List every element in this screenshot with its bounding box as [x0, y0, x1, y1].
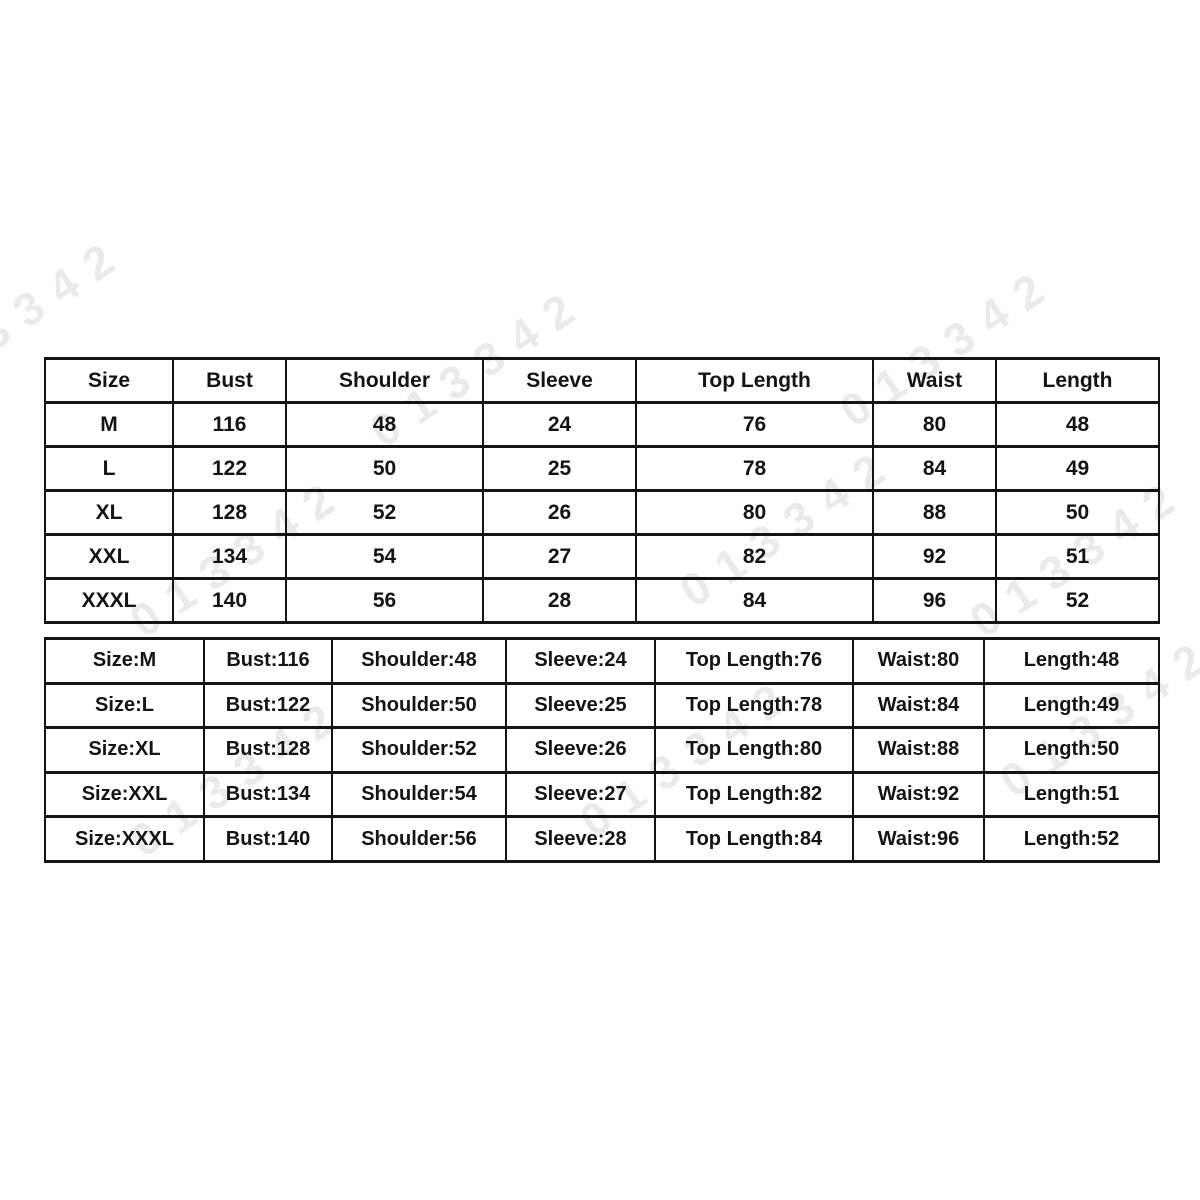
table-cell: 140 [172, 577, 287, 624]
table-cell: Shoulder:54 [331, 770, 507, 819]
table-cell: 134 [172, 533, 287, 580]
table-cell: 128 [172, 489, 287, 536]
table-cell: Shoulder:50 [331, 681, 507, 730]
table-cell: 82 [635, 533, 874, 580]
table-cell: Bust:122 [203, 681, 333, 730]
table-row: XXXL 140 56 28 84 96 52 [44, 577, 1160, 624]
table-cell: Bust:128 [203, 726, 333, 774]
table-cell: Shoulder:48 [331, 637, 507, 685]
table-cell: Sleeve:25 [505, 681, 656, 730]
table-cell: Length:50 [983, 726, 1160, 774]
column-header: Bust [172, 357, 287, 404]
table-cell: Bust:116 [203, 637, 333, 685]
table-cell: 50 [995, 489, 1160, 536]
size-table-header-row: Size Bust Shoulder Sleeve Top Length Waist Len… [44, 357, 1160, 404]
table-cell: Bust:134 [203, 770, 333, 819]
table-cell: Bust:140 [203, 815, 333, 863]
table-cell: 48 [995, 401, 1160, 448]
table-cell: Waist:92 [852, 770, 985, 819]
table-cell: Length:52 [983, 815, 1160, 863]
table-cell: XL [44, 489, 174, 536]
table-cell: Size:M [44, 637, 205, 685]
table-row: Size:L Bust:122 Shoulder:50 Sleeve:25 Top Le… [44, 681, 1160, 730]
table-row: XL 128 52 26 80 88 50 [44, 489, 1160, 536]
table-cell: Sleeve:24 [505, 637, 656, 685]
table-cell: 80 [635, 489, 874, 536]
table-cell: M [44, 401, 174, 448]
column-header: Shoulder [285, 357, 484, 404]
table-cell: 122 [172, 445, 287, 492]
table-cell: Size:L [44, 681, 205, 730]
table-cell: Waist:88 [852, 726, 985, 774]
table-cell: Top Length:82 [654, 770, 854, 819]
table-cell: L [44, 445, 174, 492]
table-cell: Waist:84 [852, 681, 985, 730]
table-row: XXL 134 54 27 82 92 51 [44, 533, 1160, 580]
table-cell: Top Length:80 [654, 726, 854, 774]
table-cell: 96 [872, 577, 997, 624]
table-cell: Sleeve:26 [505, 726, 656, 774]
table-cell: 84 [635, 577, 874, 624]
table-cell: 76 [635, 401, 874, 448]
table-cell: Waist:80 [852, 637, 985, 685]
size-table-labels: Size:M Bust:116 Shoulder:48 Sleeve:24 Top Le… [44, 637, 1160, 863]
table-row: M 116 48 24 76 80 48 [44, 401, 1160, 448]
table-cell: 24 [482, 401, 637, 448]
table-cell: 78 [635, 445, 874, 492]
column-header: Sleeve [482, 357, 637, 404]
table-row: Size:XXXL Bust:140 Shoulder:56 Sleeve:28 Top… [44, 815, 1160, 863]
table-cell: 25 [482, 445, 637, 492]
table-cell: 92 [872, 533, 997, 580]
size-table-grid: Size Bust Shoulder Sleeve Top Length Waist Len… [44, 357, 1160, 624]
column-header: Top Length [635, 357, 874, 404]
table-cell: Top Length:78 [654, 681, 854, 730]
table-cell: 88 [872, 489, 997, 536]
column-header: Waist [872, 357, 997, 404]
table-cell: Length:49 [983, 681, 1160, 730]
table-cell: 52 [285, 489, 484, 536]
table-cell: 84 [872, 445, 997, 492]
table-cell: Top Length:76 [654, 637, 854, 685]
table-cell: Sleeve:28 [505, 815, 656, 863]
column-header: Size [44, 357, 174, 404]
table-cell: Length:48 [983, 637, 1160, 685]
table-cell: Top Length:84 [654, 815, 854, 863]
table-cell: Length:51 [983, 770, 1160, 819]
table-cell: 51 [995, 533, 1160, 580]
table-cell: 50 [285, 445, 484, 492]
table-cell: Size:XXL [44, 770, 205, 819]
table-cell: 28 [482, 577, 637, 624]
table-cell: 48 [285, 401, 484, 448]
table-cell: 56 [285, 577, 484, 624]
table-cell: 27 [482, 533, 637, 580]
table-cell: Sleeve:27 [505, 770, 656, 819]
table-row: L 122 50 25 78 84 49 [44, 445, 1160, 492]
column-header: Length [995, 357, 1160, 404]
table-cell: XXL [44, 533, 174, 580]
table-cell: Shoulder:52 [331, 726, 507, 774]
table-cell: Size:XL [44, 726, 205, 774]
table-cell: 54 [285, 533, 484, 580]
table-cell: 80 [872, 401, 997, 448]
table-row: Size:XXL Bust:134 Shoulder:54 Sleeve:27 Top … [44, 770, 1160, 819]
table-row: Size:XL Bust:128 Shoulder:52 Sleeve:26 Top L… [44, 726, 1160, 774]
table-cell: 49 [995, 445, 1160, 492]
table-cell: 52 [995, 577, 1160, 624]
table-cell: XXXL [44, 577, 174, 624]
table-row: Size:M Bust:116 Shoulder:48 Sleeve:24 Top Le… [44, 637, 1160, 685]
table-cell: Size:XXXL [44, 815, 205, 863]
table-cell: 116 [172, 401, 287, 448]
table-cell: 26 [482, 489, 637, 536]
table-cell: Waist:96 [852, 815, 985, 863]
table-cell: Shoulder:56 [331, 815, 507, 863]
